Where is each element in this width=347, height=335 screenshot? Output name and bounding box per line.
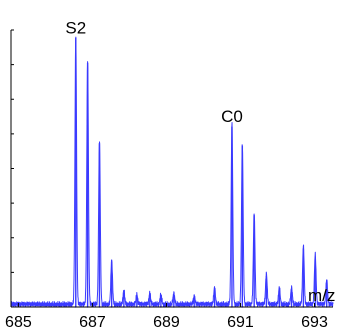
x-tick-label-687: 687 — [79, 314, 106, 331]
x-tick-label-685: 685 — [5, 314, 32, 331]
x-axis-tick-labels: 685 687 689 691 693 — [5, 314, 328, 331]
y-axis-ticks — [11, 29, 14, 273]
plot-area — [10, 36, 334, 308]
peak-marks — [75, 37, 328, 308]
x-tick-label-689: 689 — [153, 314, 180, 331]
x-tick-label-691: 691 — [227, 314, 254, 331]
spectrum-trace — [10, 36, 334, 308]
peak-annotations: S2 C0 — [65, 18, 242, 126]
x-tick-label-693: 693 — [301, 314, 328, 331]
annotation-s2: S2 — [65, 18, 86, 37]
x-axis-ticks — [17, 303, 315, 307]
x-axis-title: m/z — [308, 286, 335, 305]
annotation-c0: C0 — [221, 107, 243, 126]
